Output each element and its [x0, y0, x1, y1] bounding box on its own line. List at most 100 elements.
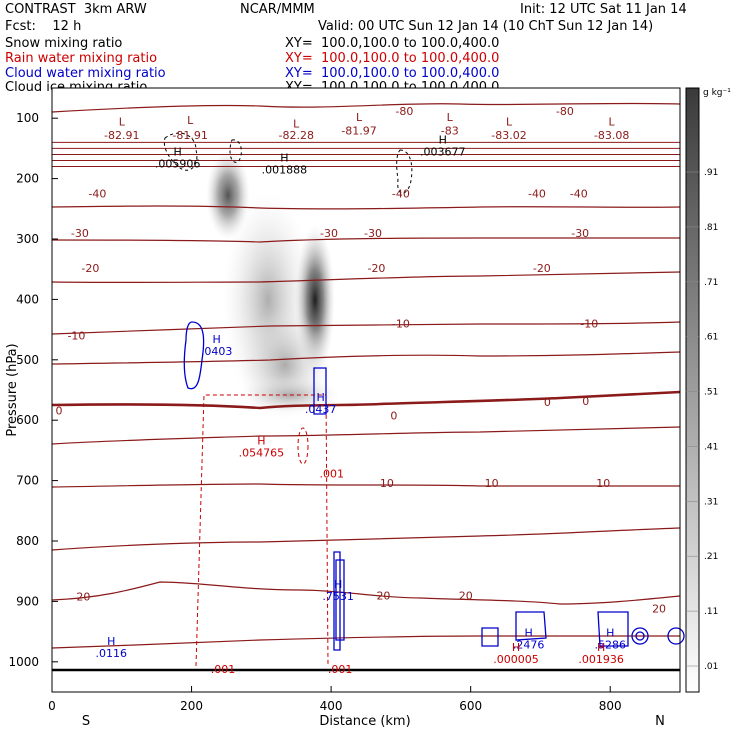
temperature-label: 0 [390, 409, 397, 422]
snow-contour-3 [396, 149, 413, 194]
extremum-letter: H [213, 333, 221, 346]
x-axis-label: Distance (km) [319, 714, 410, 729]
extremum-letter: H [107, 635, 115, 648]
x-tick-label: 200 [180, 699, 203, 713]
extremum-value: .054765 [239, 446, 285, 459]
legend-snow-name: Snow mixing ratio [5, 36, 123, 51]
extremum-value: .001 [320, 467, 345, 480]
extremum-value: .005906 [155, 158, 201, 171]
temperature-label: 10 [380, 477, 394, 490]
temperature-label: 20 [76, 591, 90, 604]
isotherm-minus40 [51, 205, 681, 210]
x-tick-label: 600 [459, 699, 482, 713]
rain-contour-cell [297, 427, 309, 465]
isotherm-0 [51, 390, 681, 410]
temperature-label: -40 [88, 188, 106, 201]
legend-rain-name: Rain water mixing ratio [5, 51, 158, 66]
isotherm-5 [51, 426, 681, 445]
axes: 0 200 400 600 800100200300400500600700800900… [8, 111, 621, 713]
isotherm-minus5 [51, 351, 681, 365]
colorbar-unit: g kg⁻¹ [703, 88, 731, 98]
legend-cloudwater-name: Cloud water mixing ratio [5, 66, 166, 81]
extremum-letter: H [512, 641, 520, 654]
extremum-letter: H [257, 434, 265, 447]
extremum-letter: H [317, 391, 325, 404]
extremum-letter: L [356, 111, 363, 124]
temperature-label: -82.28 [278, 129, 313, 142]
extremum-letter: H [606, 626, 614, 639]
extremum-value: .0116 [96, 647, 128, 660]
temperature-label: 20 [376, 589, 390, 602]
init-time: Init: 12 UTC Sat 11 Jan 14 [520, 2, 687, 17]
temperature-label: 0 [55, 405, 62, 418]
legend-cloudwater-xy: XY= 100.0,100.0 to 100.0,400.0 [285, 66, 500, 81]
temperature-label: -30 [71, 227, 89, 240]
isotherm-20 [51, 581, 681, 605]
temperature-label: 0 [544, 396, 551, 409]
x-axis-south-label: S [82, 714, 90, 729]
y-tick-label: 400 [16, 292, 39, 306]
colorbar-ramp [685, 87, 700, 693]
cloudwater-contour-2 [313, 367, 327, 415]
extremum-value: .001936 [578, 653, 624, 666]
colorbar-tick-label: .31 [704, 497, 718, 507]
extremum-letter: H [173, 146, 181, 159]
y-tick-label: 500 [16, 353, 39, 367]
extremum-value: .001 [328, 663, 353, 676]
extrema-labels: L L L L L L LH.005906 H.001888H.003677H.0403H.0… [96, 111, 626, 676]
y-tick-label: 700 [16, 474, 39, 488]
isotherm-25 [51, 635, 680, 649]
y-tick-label: 100 [16, 111, 39, 125]
temperature-label: -20 [533, 262, 551, 275]
valid-time: Valid: 00 UTC Sun 12 Jan 14 (10 ChT Sun … [318, 19, 654, 34]
isotherm-minus80 [51, 102, 681, 113]
temperature-label: -30 [364, 227, 382, 240]
temperature-label: -10 [67, 330, 85, 343]
colorbar-tick-label: .21 [704, 552, 718, 562]
extremum-letter: H [597, 641, 605, 654]
x-tick-label: 400 [320, 699, 343, 713]
y-tick-label: 200 [16, 172, 39, 186]
colorbar: g kg⁻¹ .01 .11 .21 .31 .41 .51 .61 .71 .81 .91 [685, 87, 731, 693]
extremum-value: .003677 [420, 146, 466, 159]
cloudwater-contour-4 [335, 559, 345, 641]
temperature-label: -82.91 [104, 129, 139, 142]
colorbar-tick-label: .01 [704, 662, 718, 672]
colorbar-tick-label: .81 [704, 223, 718, 233]
cloudwater-contour-6 [515, 611, 547, 641]
cloudwater-contour-9 [635, 631, 645, 641]
temperature-label: 0 [582, 395, 589, 408]
temperature-label: -30 [320, 227, 338, 240]
extremum-letter: L [187, 114, 194, 127]
cloudwater-contour-10 [667, 627, 685, 645]
temperature-label: -80 [395, 105, 413, 118]
temperature-label: 20 [459, 589, 473, 602]
temperature-label: -10 [580, 318, 598, 331]
isotherm-15 [51, 527, 681, 551]
temperature-label: 10 [485, 477, 499, 490]
temperature-label: -83.02 [491, 129, 526, 142]
extremum-value: .001 [211, 663, 236, 676]
extremum-letter: L [119, 115, 126, 128]
colorbar-tick-label: .51 [704, 388, 718, 398]
x-axis-north-label: N [655, 714, 665, 729]
cloudwater-contours [183, 321, 685, 651]
temperature-label: -20 [81, 262, 99, 275]
isotherm-10 [51, 483, 680, 488]
legend-rain-xy: XY= 100.0,100.0 to 100.0,400.0 [285, 51, 500, 66]
extremum-value: .000005 [493, 653, 539, 666]
snow-contours [163, 132, 413, 194]
y-tick-label: 300 [16, 232, 39, 246]
colorbar-tick-label: .61 [704, 333, 718, 343]
y-tick-label: 900 [16, 594, 39, 608]
temperature-label: -83.08 [594, 129, 629, 142]
plot-frame [51, 87, 681, 693]
colorbar-tick-label: .11 [704, 607, 718, 617]
cloudwater-contour-3 [333, 551, 341, 651]
extremum-letter: H [524, 626, 532, 639]
org-title: NCAR/MMM [240, 2, 315, 17]
y-tick-label: 1000 [8, 655, 39, 669]
cloudwater-contour-1 [183, 321, 205, 390]
temperature-label: -40 [570, 188, 588, 201]
